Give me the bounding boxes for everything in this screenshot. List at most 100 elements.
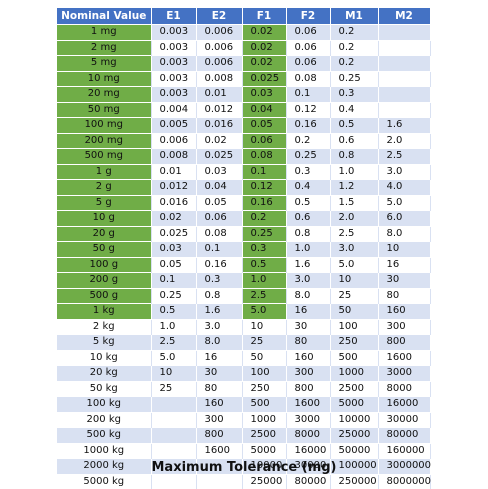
value-cell: 80 xyxy=(196,381,242,397)
value-cell: 80000 xyxy=(378,428,430,444)
value-cell: 0.025 xyxy=(151,226,196,242)
value-cell: 1.5 xyxy=(330,195,378,211)
value-cell: 80 xyxy=(378,288,430,304)
header-cell: E2 xyxy=(196,8,242,25)
nominal-cell: 50 mg xyxy=(57,102,151,118)
value-cell: 2.5 xyxy=(378,149,430,165)
value-cell: 0.2 xyxy=(286,133,330,149)
value-cell: 5.0 xyxy=(330,257,378,273)
nominal-cell: 1 mg xyxy=(57,25,151,41)
value-cell: 8000000 xyxy=(378,474,430,489)
value-cell: 0.02 xyxy=(196,133,242,149)
value-cell: 0.008 xyxy=(196,71,242,87)
value-cell: 30 xyxy=(196,366,242,382)
value-cell: 3000 xyxy=(286,412,330,428)
value-cell: 160 xyxy=(286,350,330,366)
value-cell xyxy=(151,428,196,444)
value-cell: 0.04 xyxy=(242,102,286,118)
value-cell: 2500 xyxy=(330,381,378,397)
nominal-cell: 1 kg xyxy=(57,304,151,320)
value-cell: 1600 xyxy=(378,350,430,366)
value-cell: 25000 xyxy=(330,428,378,444)
value-cell: 0.02 xyxy=(242,40,286,56)
value-cell: 8000 xyxy=(378,381,430,397)
value-cell: 1.2 xyxy=(330,180,378,196)
value-cell: 0.12 xyxy=(242,180,286,196)
value-cell: 16 xyxy=(378,257,430,273)
value-cell: 0.01 xyxy=(151,164,196,180)
value-cell: 2.5 xyxy=(151,335,196,351)
value-cell: 0.06 xyxy=(286,25,330,41)
value-cell xyxy=(151,443,196,459)
nominal-cell: 20 g xyxy=(57,226,151,242)
value-cell: 0.003 xyxy=(151,40,196,56)
value-cell: 0.3 xyxy=(330,87,378,103)
value-cell: 0.1 xyxy=(286,87,330,103)
value-cell: 0.25 xyxy=(242,226,286,242)
value-cell: 2500 xyxy=(242,428,286,444)
nominal-cell: 500 kg xyxy=(57,428,151,444)
value-cell: 16000 xyxy=(286,443,330,459)
value-cell: 1.0 xyxy=(151,319,196,335)
value-cell: 50000 xyxy=(330,443,378,459)
value-cell: 0.3 xyxy=(196,273,242,289)
nominal-cell: 10 g xyxy=(57,211,151,227)
header-cell: F2 xyxy=(286,8,330,25)
value-cell: 300 xyxy=(196,412,242,428)
value-cell: 500 xyxy=(242,397,286,413)
value-cell: 0.1 xyxy=(151,273,196,289)
value-cell: 0.003 xyxy=(151,71,196,87)
value-cell: 0.003 xyxy=(151,56,196,72)
value-cell xyxy=(196,474,242,489)
nominal-cell: 500 g xyxy=(57,288,151,304)
value-cell: 1.6 xyxy=(286,257,330,273)
value-cell: 2.0 xyxy=(330,211,378,227)
value-cell: 0.04 xyxy=(196,180,242,196)
value-cell: 5.0 xyxy=(378,195,430,211)
value-cell xyxy=(151,474,196,489)
nominal-cell: 100 g xyxy=(57,257,151,273)
nominal-cell: 1000 kg xyxy=(57,443,151,459)
value-cell: 0.06 xyxy=(286,56,330,72)
value-cell: 3.0 xyxy=(330,242,378,258)
nominal-cell: 2 mg xyxy=(57,40,151,56)
value-cell: 0.25 xyxy=(151,288,196,304)
header-cell: E1 xyxy=(151,8,196,25)
value-cell: 25 xyxy=(330,288,378,304)
nominal-cell: 20 kg xyxy=(57,366,151,382)
nominal-cell: 100 kg xyxy=(57,397,151,413)
nominal-cell: 20 mg xyxy=(57,87,151,103)
value-cell: 5.0 xyxy=(242,304,286,320)
value-cell: 0.1 xyxy=(242,164,286,180)
value-cell: 0.02 xyxy=(242,56,286,72)
value-cell: 0.16 xyxy=(242,195,286,211)
nominal-cell: 200 kg xyxy=(57,412,151,428)
value-cell: 0.006 xyxy=(196,56,242,72)
value-cell: 0.4 xyxy=(330,102,378,118)
value-cell: 800 xyxy=(378,335,430,351)
value-cell: 3000 xyxy=(378,366,430,382)
value-cell: 30000 xyxy=(378,412,430,428)
value-cell: 100 xyxy=(330,319,378,335)
value-cell: 300 xyxy=(286,366,330,382)
value-cell: 0.05 xyxy=(196,195,242,211)
value-cell: 0.5 xyxy=(330,118,378,134)
nominal-cell: 5000 kg xyxy=(57,474,151,489)
value-cell xyxy=(151,397,196,413)
value-cell: 0.05 xyxy=(242,118,286,134)
value-cell: 0.25 xyxy=(286,149,330,165)
value-cell: 160000 xyxy=(378,443,430,459)
value-cell: 0.12 xyxy=(286,102,330,118)
value-cell: 3.0 xyxy=(196,319,242,335)
